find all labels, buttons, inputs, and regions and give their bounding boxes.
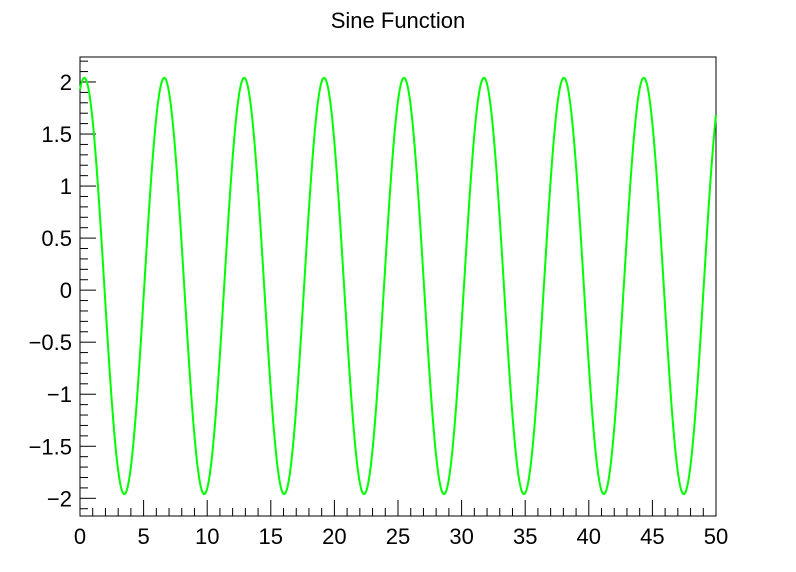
x-tick-label: 20 [322, 524, 346, 549]
y-tick-label: 0 [60, 278, 72, 303]
y-tick-label: −1 [47, 382, 72, 407]
y-tick-label: 1 [60, 174, 72, 199]
axis-ticks [79, 60, 717, 516]
y-tick-label: −0.5 [29, 330, 72, 355]
x-tick-label: 40 [577, 524, 601, 549]
y-tick-label: 2 [60, 70, 72, 95]
x-tick-label: 25 [386, 524, 410, 549]
y-tick-label: 1.5 [41, 122, 72, 147]
x-tick-label: 15 [259, 524, 283, 549]
x-tick-label: 45 [640, 524, 664, 549]
x-tick-label: 50 [704, 524, 728, 549]
x-tick-label: 35 [513, 524, 537, 549]
chart-title: Sine Function [331, 8, 466, 33]
y-tick-label: −2 [47, 486, 72, 511]
y-tick-label: −1.5 [29, 434, 72, 459]
x-tick-label: 5 [137, 524, 149, 549]
sine-curve [79, 76, 717, 496]
x-tick-label: 0 [74, 524, 86, 549]
y-tick-label: 0.5 [41, 226, 72, 251]
x-tick-labels: 0 5 10 15 20 25 30 35 40 45 50 [74, 524, 728, 549]
x-tick-label: 10 [195, 524, 219, 549]
x-tick-label: 30 [449, 524, 473, 549]
plot-frame [79, 56, 717, 517]
y-tick-labels: 2 1.5 1 0.5 0 −0.5 −1 −1.5 −2 [29, 70, 72, 511]
